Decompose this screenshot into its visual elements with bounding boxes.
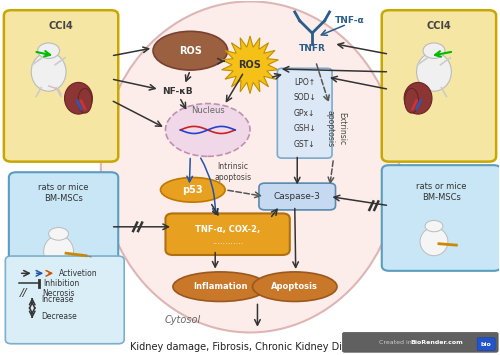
- Text: ROS: ROS: [179, 46, 202, 56]
- Text: Inflamation: Inflamation: [193, 282, 248, 291]
- Text: TNFR: TNFR: [298, 44, 326, 54]
- Text: ............: ............: [212, 237, 244, 246]
- Text: Nucleus: Nucleus: [191, 106, 224, 115]
- Ellipse shape: [31, 53, 66, 91]
- Text: NF-κB: NF-κB: [162, 87, 193, 96]
- Ellipse shape: [420, 228, 448, 256]
- Ellipse shape: [38, 43, 60, 59]
- Text: Caspase-3: Caspase-3: [274, 192, 320, 201]
- Text: bio: bio: [481, 342, 492, 346]
- FancyBboxPatch shape: [278, 68, 332, 158]
- Text: BioRender.com: BioRender.com: [410, 340, 463, 345]
- Text: p53: p53: [182, 185, 203, 195]
- Text: CCl4: CCl4: [426, 21, 452, 31]
- FancyBboxPatch shape: [342, 333, 498, 352]
- Text: GSH↓: GSH↓: [294, 124, 316, 133]
- Text: rats or mice
BM-MSCs: rats or mice BM-MSCs: [38, 183, 89, 203]
- FancyBboxPatch shape: [6, 256, 124, 344]
- FancyBboxPatch shape: [166, 213, 290, 255]
- Text: Apoptosis: Apoptosis: [272, 282, 318, 291]
- Text: TNF-α, COX-2,: TNF-α, COX-2,: [195, 225, 260, 234]
- Text: SOD↓: SOD↓: [294, 93, 316, 102]
- FancyBboxPatch shape: [9, 172, 118, 289]
- FancyBboxPatch shape: [4, 10, 118, 162]
- Text: ROS: ROS: [238, 60, 262, 70]
- Ellipse shape: [423, 43, 445, 59]
- Text: Extrinsic
apoptosis: Extrinsic apoptosis: [326, 110, 346, 147]
- Text: GST↓: GST↓: [294, 140, 316, 149]
- Text: CCl4: CCl4: [48, 21, 74, 31]
- Ellipse shape: [252, 272, 337, 301]
- Ellipse shape: [425, 220, 443, 232]
- Ellipse shape: [44, 236, 74, 267]
- Ellipse shape: [404, 82, 432, 114]
- Ellipse shape: [404, 88, 418, 113]
- Text: Cytosol: Cytosol: [165, 315, 201, 325]
- Text: Inhibition: Inhibition: [44, 279, 80, 288]
- Ellipse shape: [64, 82, 92, 114]
- FancyBboxPatch shape: [259, 183, 336, 210]
- Polygon shape: [222, 36, 278, 94]
- Text: Intrinsic
apoptosis: Intrinsic apoptosis: [214, 162, 251, 182]
- Ellipse shape: [48, 228, 68, 240]
- FancyBboxPatch shape: [382, 10, 496, 162]
- Ellipse shape: [166, 104, 250, 156]
- FancyBboxPatch shape: [477, 338, 495, 350]
- Ellipse shape: [101, 1, 399, 333]
- Text: rats or mice
BM-MSCs: rats or mice BM-MSCs: [416, 181, 467, 202]
- Text: Decrease: Decrease: [41, 312, 77, 322]
- Text: LPO↑: LPO↑: [294, 78, 316, 87]
- Ellipse shape: [173, 272, 268, 301]
- Ellipse shape: [416, 53, 452, 91]
- Text: //: //: [20, 288, 28, 298]
- Text: GPx↓: GPx↓: [294, 109, 316, 118]
- Text: TNF-α: TNF-α: [334, 16, 364, 25]
- Text: Created in: Created in: [380, 340, 414, 345]
- Ellipse shape: [78, 88, 92, 113]
- Text: Activetion: Activetion: [58, 269, 97, 278]
- Ellipse shape: [160, 178, 225, 202]
- Text: Necrosis: Necrosis: [42, 289, 74, 297]
- FancyBboxPatch shape: [382, 165, 500, 271]
- Text: Kidney damage, Fibrosis, Chronic Kidney Disease: Kidney damage, Fibrosis, Chronic Kidney …: [130, 342, 370, 351]
- Ellipse shape: [153, 31, 228, 70]
- Text: Increase: Increase: [41, 295, 74, 304]
